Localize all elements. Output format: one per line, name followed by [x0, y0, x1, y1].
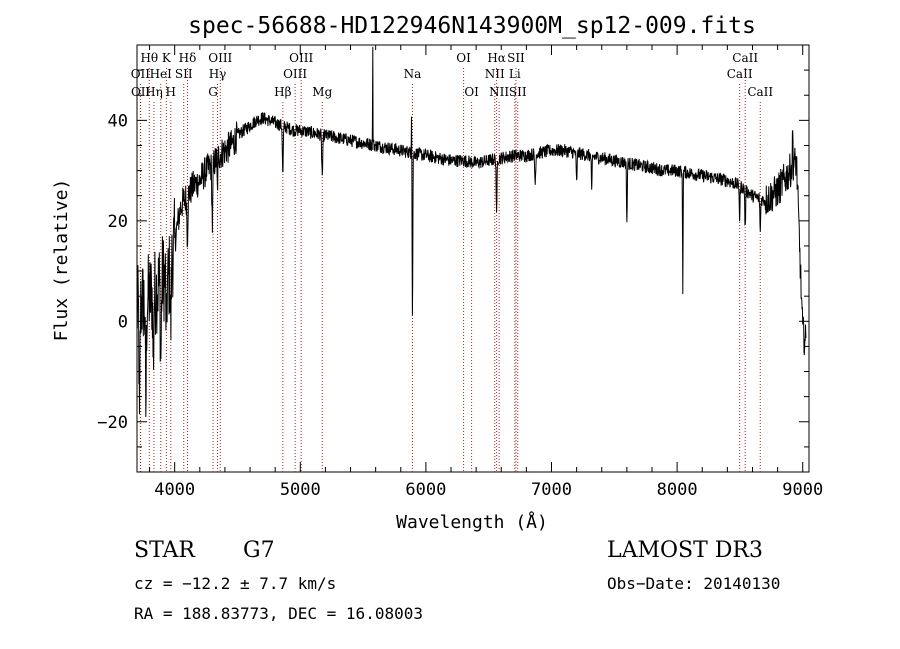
marker-label: NII: [485, 67, 505, 81]
plot-frame: [136, 44, 810, 473]
marker-label: OIII: [283, 67, 307, 81]
marker-label: OIII: [289, 51, 313, 65]
marker-label: G: [208, 85, 218, 99]
x-tick-label: 9000: [782, 480, 823, 500]
x-tick-label: 5000: [280, 480, 321, 500]
x-tick-label: 4000: [154, 480, 195, 500]
redshift-value: cz = −12.2 ± 7.7 km/s: [134, 574, 337, 593]
marker-label: Hη: [145, 85, 163, 99]
marker-label: OIII: [208, 51, 232, 65]
marker-label: H: [166, 85, 176, 99]
marker-label: Na: [404, 67, 422, 81]
marker-label: OI: [456, 51, 471, 65]
x-tick-label: 8000: [657, 480, 698, 500]
marker-label: SII: [509, 85, 527, 99]
observation-date: Obs−Date: 20140130: [607, 574, 781, 593]
chart-title: spec-56688-HD122946N143900M_sp12-009.fit…: [188, 13, 756, 39]
marker-label: CaII: [747, 85, 773, 99]
marker-label: Hδ: [179, 51, 197, 65]
spectral-subclass: G7: [243, 538, 275, 563]
y-axis-label: Flux (relative): [51, 179, 72, 342]
marker-label: Mg: [312, 85, 332, 99]
marker-label: HeI: [150, 67, 173, 81]
marker-label: Hθ: [140, 51, 158, 65]
marker-label: K: [162, 51, 172, 65]
axis-ticks: 4000 5000 6000 7000 8000 9000 −20 0 20 40: [97, 45, 823, 500]
marker-label: OII: [131, 67, 151, 81]
spectrum-line: [136, 46, 807, 418]
marker-label: Hβ: [274, 85, 291, 99]
marker-label: Li: [509, 67, 521, 81]
y-tick-label: 40: [108, 111, 128, 131]
marker-label: Hα: [487, 51, 506, 65]
marker-label: SII: [175, 67, 193, 81]
survey-name: LAMOST DR3: [607, 538, 763, 563]
x-tick-label: 7000: [531, 480, 572, 500]
marker-label: Hγ: [209, 67, 227, 81]
marker-label: CaII: [732, 51, 758, 65]
x-axis-label: Wavelength (Å): [396, 511, 548, 533]
marker-label: CaII: [727, 67, 753, 81]
marker-label: OI: [464, 85, 479, 99]
y-tick-label: −20: [97, 413, 128, 433]
y-tick-label: 0: [118, 312, 128, 332]
marker-label: OII: [131, 85, 151, 99]
x-tick-label: 6000: [405, 480, 446, 500]
coordinates: RA = 188.83773, DEC = 16.08003: [134, 604, 423, 623]
object-class: STAR: [134, 538, 195, 563]
marker-label: NII: [489, 85, 509, 99]
marker-label: SII: [507, 51, 525, 65]
y-tick-label: 20: [108, 212, 128, 232]
